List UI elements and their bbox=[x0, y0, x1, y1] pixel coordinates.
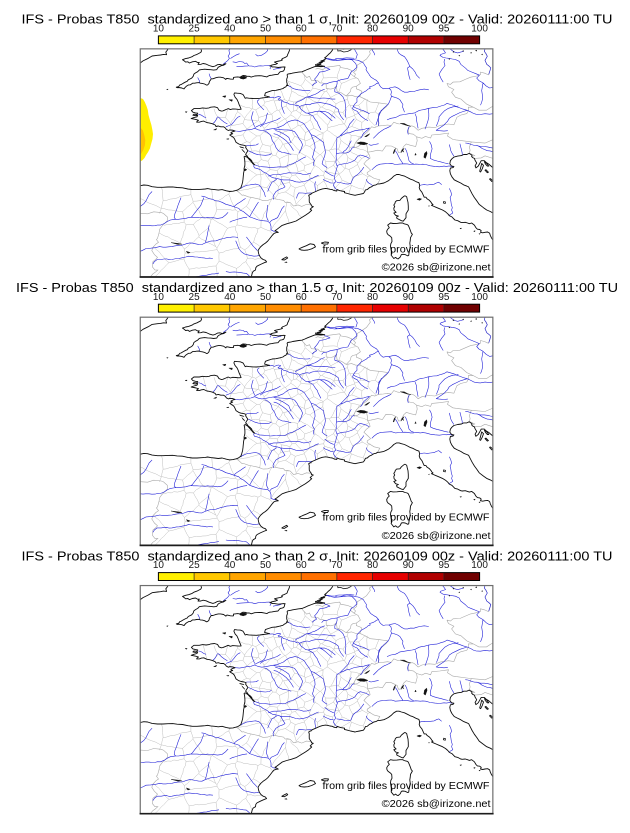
svg-text:60: 60 bbox=[296, 560, 308, 571]
svg-text:95: 95 bbox=[438, 560, 450, 571]
svg-text:95: 95 bbox=[438, 23, 450, 34]
svg-text:25: 25 bbox=[189, 292, 201, 303]
svg-text:25: 25 bbox=[189, 560, 201, 571]
svg-text:100: 100 bbox=[471, 560, 488, 571]
svg-text:50: 50 bbox=[260, 23, 272, 34]
svg-text:40: 40 bbox=[224, 560, 236, 571]
svg-text:10: 10 bbox=[153, 560, 165, 571]
svg-text:90: 90 bbox=[403, 560, 415, 571]
svg-text:IFS - Probas T850 standardize: IFS - Probas T850 standardized ano > tha… bbox=[16, 280, 618, 295]
svg-text:80: 80 bbox=[367, 560, 379, 571]
svg-text:40: 40 bbox=[224, 292, 236, 303]
svg-text:40: 40 bbox=[224, 23, 236, 34]
svg-text:70: 70 bbox=[331, 292, 343, 303]
svg-text:60: 60 bbox=[296, 23, 308, 34]
svg-text:10: 10 bbox=[153, 23, 165, 34]
svg-text:60: 60 bbox=[296, 292, 308, 303]
svg-text:IFS - Probas T850 standardize: IFS - Probas T850 standardized ano > tha… bbox=[22, 12, 613, 27]
svg-text:70: 70 bbox=[331, 23, 343, 34]
svg-text:90: 90 bbox=[403, 292, 415, 303]
svg-text:25: 25 bbox=[189, 23, 201, 34]
svg-text:50: 50 bbox=[260, 560, 272, 571]
svg-text:IFS - Probas T850 standardize: IFS - Probas T850 standardized ano > tha… bbox=[22, 548, 613, 563]
svg-text:95: 95 bbox=[438, 292, 450, 303]
svg-text:100: 100 bbox=[471, 23, 488, 34]
svg-text:50: 50 bbox=[260, 292, 272, 303]
svg-text:90: 90 bbox=[403, 23, 415, 34]
svg-text:100: 100 bbox=[471, 292, 488, 303]
svg-text:70: 70 bbox=[331, 560, 343, 571]
svg-text:80: 80 bbox=[367, 23, 379, 34]
svg-text:10: 10 bbox=[153, 292, 165, 303]
svg-text:80: 80 bbox=[367, 292, 379, 303]
